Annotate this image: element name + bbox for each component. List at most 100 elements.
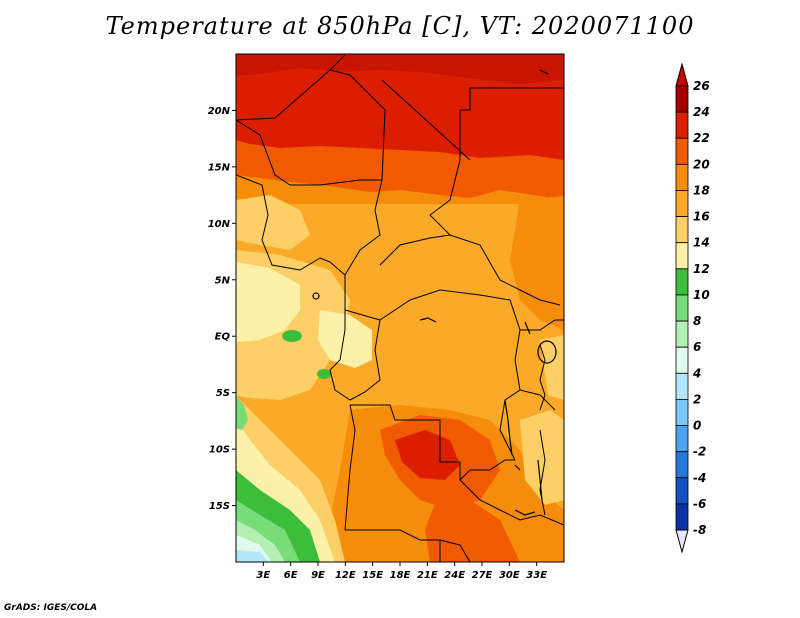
colorbar-segment [675,294,689,322]
field-congo-18 [380,290,510,380]
colorbar-label: 22 [693,131,710,145]
colorbar-segment [675,399,689,426]
border-zambia-north [459,459,515,481]
lon-tick-label: 15E [362,570,383,581]
colorbar-label: -4 [693,471,706,485]
lon-tick-label: 3E [256,570,270,581]
colorbar-above-triangle [675,62,689,87]
field-band-26 [236,54,564,84]
field-south-24 [395,430,460,480]
colorbar-label: 16 [693,210,710,224]
lake-nasser [539,69,549,75]
colorbar-label: -6 [693,497,706,511]
lake-kariba [514,509,536,516]
colorbar-segment [675,85,689,113]
colorbar-label: 18 [693,183,710,197]
lat-tick-label: 10N [208,219,231,230]
border-uganda-north [520,319,564,331]
border-niger-south [236,119,382,186]
colorbar-below-triangle [675,529,689,554]
lon-tick-label: 9E [311,570,325,581]
border-libya-chad [381,79,471,161]
longitude-axis: 3E 6E 9E 12E 15E 18E 21E 24E 27E 30E 33E [256,562,547,581]
lon-tick-label: 18E [390,570,411,581]
colorbar-segment [675,425,689,453]
border-botswana [439,539,471,562]
border-congo-drc [349,319,381,401]
colorbar-label: 4 [692,366,701,380]
border-tanzania [519,389,556,411]
border-zambia-south [459,479,564,526]
field-ne-16 [540,335,564,400]
field-patch-12b [317,369,331,379]
colorbar-segment [675,137,689,165]
lakes [312,69,557,516]
lake-mai-ndombe [419,317,437,323]
temperature-field [236,54,564,562]
border-malawi [539,429,546,516]
border-car-north [379,234,501,281]
lake-victoria [537,340,557,364]
colorbar-label: 26 [693,79,710,93]
colorbar-segment [675,268,689,296]
colorbar-segment [675,372,689,400]
lat-tick-label: 5N [215,275,231,286]
lon-tick-label: 12E [335,570,356,581]
lat-tick-label: 15N [208,162,231,173]
colorbar-label: 2 [693,392,701,406]
lon-tick-label: 24E [444,570,465,581]
credit-label: GrADS: IGES/COLA [4,603,98,613]
colorbar-segment [675,190,689,217]
latitude-axis: 20N 15N 10N 5N EQ 5S 10S 15S [208,106,236,512]
field-patch-10 [236,396,248,430]
colorbar-label: 12 [693,262,710,276]
border-chad-nigeria [344,179,383,276]
border-angola-drc [350,404,461,480]
field-nw-16 [236,195,310,250]
lat-tick-label: 20N [208,106,231,117]
lon-tick-label: 21E [417,570,438,581]
lon-tick-label: 33E [526,570,547,581]
colorbar-label: 20 [693,157,710,171]
colorbar-segment [675,346,689,374]
colorbar-segment [675,216,689,244]
colorbar-label: -8 [693,523,706,537]
lake-malawi [537,459,543,501]
border-car-drc [379,289,521,331]
colorbar-label: 8 [693,314,701,328]
lat-tick-label: 10S [209,445,230,456]
border-chad-sudan [429,110,461,236]
field-southeast-22 [425,490,520,562]
border-angola-namibia [345,529,441,562]
field-sw-4 [236,550,268,562]
lake-mweru [514,464,521,471]
lake-chad [312,292,320,300]
field-east-20 [510,196,564,330]
border-algeria-niger [236,69,386,181]
colorbar-label: 24 [693,105,710,119]
colorbar-label: 10 [693,288,710,302]
field-west-14 [236,262,300,342]
lon-tick-label: 30E [499,570,520,581]
field-east-16 [520,410,564,505]
colorbar-segment [675,451,689,479]
border-egypt-sudan [460,87,564,111]
colorbar-label: 14 [693,236,710,250]
colorbar-label: 0 [693,419,701,433]
lake-tanganyika [504,399,513,456]
plot-title: Temperature at 850hPa [C], VT: 202007110… [105,12,695,40]
lon-tick-label: 27E [472,570,493,581]
border-south-sudan [499,279,561,306]
colorbar-label: -2 [693,445,706,459]
colorbar-segment [675,242,689,270]
border-nigeria-west [236,174,331,271]
colorbar-segment [675,320,689,348]
colorbar-label: 6 [693,340,701,354]
lake-albert [524,321,531,335]
border-uganda-kenya [539,344,546,411]
border-gabon-congo [329,310,351,401]
colorbar-segment [675,477,689,505]
border-angola-coast [344,404,356,531]
lat-tick-label: EQ [215,332,231,343]
